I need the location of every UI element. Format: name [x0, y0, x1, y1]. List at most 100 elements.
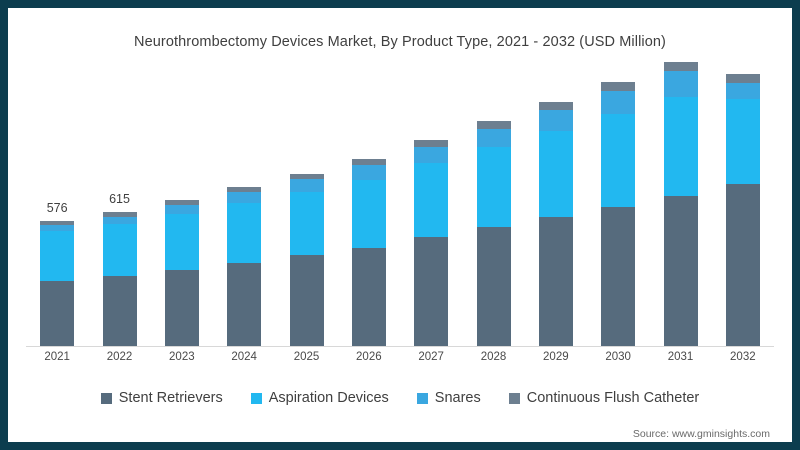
plot-area: 576 615 — [26, 61, 774, 346]
bar-group[interactable] — [400, 63, 462, 346]
bar-segment-stent-retrievers[interactable] — [538, 217, 573, 346]
bar-group[interactable] — [151, 63, 213, 346]
legend-item-snares[interactable]: Snares — [416, 390, 481, 406]
stacked-bar[interactable] — [227, 186, 262, 346]
stacked-bar[interactable] — [40, 220, 75, 346]
bar-group[interactable] — [525, 63, 587, 346]
bar-value-label: 576 — [46, 200, 68, 215]
legend-label: Stent Retrievers — [118, 390, 223, 406]
stacked-bar[interactable] — [351, 159, 386, 346]
x-tick-2024: 2024 — [231, 351, 257, 363]
stacked-bar[interactable] — [538, 102, 573, 346]
bar-segment-stent-retrievers[interactable] — [351, 247, 386, 346]
bar-segment-snares[interactable] — [476, 128, 511, 148]
x-tick-2029: 2029 — [543, 351, 569, 363]
legend-label: Continuous Flush Catheter — [526, 390, 700, 406]
stacked-bar[interactable] — [102, 212, 137, 346]
x-tick-2027: 2027 — [418, 351, 444, 363]
bar-segment-snares[interactable] — [601, 90, 636, 115]
bar-segment-continuous-flush-catheter[interactable] — [164, 199, 199, 205]
bar-segment-aspiration-devices[interactable] — [164, 213, 199, 270]
bar-segment-snares[interactable] — [227, 192, 262, 203]
bar-segment-snares[interactable] — [351, 165, 386, 180]
bar-segment-snares[interactable] — [414, 146, 449, 164]
bar-segment-aspiration-devices[interactable] — [725, 98, 760, 184]
bar-value-label: 615 — [109, 192, 130, 207]
bar-segment-snares[interactable] — [164, 204, 199, 214]
bar-segment-stent-retrievers[interactable] — [40, 280, 75, 346]
bar-group[interactable] — [587, 63, 649, 346]
bar-group[interactable] — [463, 63, 525, 346]
bar-segment-continuous-flush-catheter[interactable] — [538, 102, 573, 111]
bar-segment-aspiration-devices[interactable] — [227, 203, 262, 263]
stacked-bar[interactable] — [476, 121, 511, 346]
bar-segment-aspiration-devices[interactable] — [476, 147, 511, 228]
bar-segment-aspiration-devices[interactable] — [351, 179, 386, 248]
bar-segment-snares[interactable] — [40, 224, 75, 232]
bar-group[interactable] — [650, 61, 712, 346]
bar-segment-continuous-flush-catheter[interactable] — [663, 61, 698, 71]
bar-group[interactable] — [338, 63, 400, 346]
bar-segment-snares[interactable] — [289, 179, 324, 192]
bar-segment-continuous-flush-catheter[interactable] — [40, 220, 75, 225]
bar-segment-continuous-flush-catheter[interactable] — [725, 73, 760, 83]
legend-item-aspiration-devices[interactable]: Aspiration Devices — [250, 390, 389, 406]
legend-label: Aspiration Devices — [268, 390, 389, 406]
bar-segment-continuous-flush-catheter[interactable] — [414, 140, 449, 147]
x-axis-line — [26, 346, 774, 347]
bar-segment-continuous-flush-catheter[interactable] — [289, 173, 324, 180]
x-tick-2025: 2025 — [293, 351, 320, 363]
bar-segment-aspiration-devices[interactable] — [102, 224, 137, 277]
bar-segment-aspiration-devices[interactable] — [601, 114, 636, 207]
bar-segment-aspiration-devices[interactable] — [538, 130, 573, 218]
source-attribution: Source: www.gminsights.com — [632, 428, 770, 440]
x-tick-2028: 2028 — [480, 351, 507, 363]
bar-segment-snares[interactable] — [538, 110, 573, 131]
bar-segment-aspiration-devices[interactable] — [289, 191, 324, 256]
bar-segment-stent-retrievers[interactable] — [725, 183, 760, 346]
x-tick-2032: 2032 — [730, 351, 756, 363]
stacked-bar[interactable] — [289, 173, 324, 346]
bar-segment-stent-retrievers[interactable] — [414, 237, 449, 346]
chart-legend: Stent Retrievers Aspiration Devices Snares… — [8, 390, 792, 406]
bar-segment-stent-retrievers[interactable] — [102, 276, 137, 346]
bar-segment-continuous-flush-catheter[interactable] — [102, 212, 137, 217]
bar-segment-snares[interactable] — [102, 216, 137, 225]
bar-segment-stent-retrievers[interactable] — [601, 206, 636, 346]
legend-swatch-icon — [250, 392, 262, 404]
bar-group[interactable] — [213, 63, 275, 346]
x-tick-2023: 2023 — [169, 351, 195, 363]
x-tick-2026: 2026 — [356, 351, 382, 363]
bar-segment-aspiration-devices[interactable] — [663, 96, 698, 196]
bar-group[interactable] — [712, 63, 774, 346]
chart-card: Neurothrombectomy Devices Market, By Pro… — [8, 8, 792, 442]
bar-group[interactable]: 576 — [26, 63, 88, 346]
bar-group[interactable]: 615 — [89, 63, 151, 346]
stacked-bar[interactable] — [725, 73, 760, 346]
bar-segment-snares[interactable] — [725, 82, 760, 99]
stacked-bar[interactable] — [663, 61, 698, 346]
bar-segment-continuous-flush-catheter[interactable] — [227, 186, 262, 193]
bar-segment-snares[interactable] — [663, 70, 698, 97]
legend-item-stent-retrievers[interactable]: Stent Retrievers — [100, 390, 223, 406]
bar-segment-stent-retrievers[interactable] — [476, 227, 511, 346]
legend-swatch-icon — [416, 392, 428, 404]
bar-segment-aspiration-devices[interactable] — [40, 231, 75, 281]
bar-segment-stent-retrievers[interactable] — [227, 262, 262, 346]
bar-group[interactable] — [276, 63, 338, 346]
bar-segment-continuous-flush-catheter[interactable] — [351, 159, 386, 166]
stacked-bar[interactable] — [414, 140, 449, 346]
bar-segment-aspiration-devices[interactable] — [414, 163, 449, 238]
chart-title: Neurothrombectomy Devices Market, By Pro… — [134, 34, 666, 50]
legend-item-continuous-flush-catheter[interactable]: Continuous Flush Catheter — [508, 390, 700, 406]
stacked-bar[interactable] — [164, 199, 199, 346]
stacked-bar[interactable] — [601, 82, 636, 346]
bar-segment-stent-retrievers[interactable] — [663, 195, 698, 346]
bar-segment-continuous-flush-catheter[interactable] — [476, 121, 511, 129]
legend-swatch-icon — [100, 392, 112, 404]
bar-segment-stent-retrievers[interactable] — [289, 255, 324, 346]
x-axis-tick-labels: 2021 2022 2023 2024 2025 2026 2027 2028 2029 2030… — [26, 351, 774, 371]
legend-label: Snares — [434, 390, 481, 406]
bar-segment-continuous-flush-catheter[interactable] — [601, 82, 636, 91]
bar-segment-stent-retrievers[interactable] — [164, 269, 199, 346]
